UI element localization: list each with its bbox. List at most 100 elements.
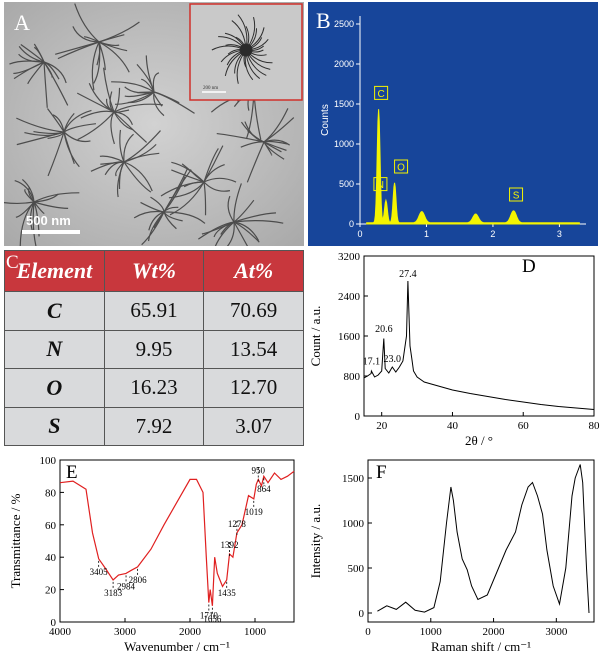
y-tick-label: 60 xyxy=(45,520,57,532)
peak-annotation: 2806 xyxy=(129,575,148,585)
peak-label: C xyxy=(377,89,384,100)
series-line xyxy=(377,465,589,614)
table-cell: 7.92 xyxy=(104,407,204,446)
x-tick-label: 2 xyxy=(490,229,495,239)
panel-label-e: E xyxy=(66,462,78,483)
table-cell: S xyxy=(5,407,105,446)
peak-annotation: 3405 xyxy=(90,567,109,577)
y-tick-label: 0 xyxy=(359,608,365,620)
peak-annotation: 1435 xyxy=(218,588,237,598)
y-axis-label: Counts xyxy=(320,104,331,136)
y-tick-label: 0 xyxy=(349,219,354,229)
y-tick-label: 1600 xyxy=(338,331,361,343)
table-row: N 9.95 13.54 xyxy=(5,330,304,369)
x-tick-label: 0 xyxy=(357,229,362,239)
table-cell: C xyxy=(5,292,105,331)
scale-bar xyxy=(22,230,80,234)
panel-label-b: B xyxy=(316,8,331,34)
y-tick-label: 40 xyxy=(45,552,57,564)
table-row: O 16.23 12.70 xyxy=(5,369,304,408)
table-cell: N xyxy=(5,330,105,369)
x-tick-label: 1000 xyxy=(420,626,443,638)
y-tick-label: 1000 xyxy=(342,518,365,530)
col-header-wt: Wt% xyxy=(104,251,204,292)
peak-label: O xyxy=(397,163,405,174)
series-line xyxy=(364,281,594,410)
eds-spectrum: 0 500 1000 1500 2000 2500 0 1 2 3 Counts C N O S xyxy=(308,2,598,246)
peak-annotation: 1656 xyxy=(203,614,222,624)
y-tick-label: 2000 xyxy=(334,59,354,69)
x-tick-label: 3000 xyxy=(114,626,137,638)
peak-label: S xyxy=(513,191,520,202)
y-tick-label: 800 xyxy=(344,371,361,383)
peak-annotation: 23.0 xyxy=(384,354,402,365)
x-tick-label: 60 xyxy=(518,420,530,432)
y-axis-label: Count / a.u. xyxy=(308,306,323,367)
x-tick-label: 1000 xyxy=(244,626,267,638)
y-tick-label: 3200 xyxy=(338,251,361,263)
x-tick-label: 0 xyxy=(365,626,371,638)
x-axis-label: Raman shift / cm⁻¹ xyxy=(431,639,531,654)
y-tick-label: 80 xyxy=(45,487,57,499)
panel-a-tem-image: 200 nm 500 nm A xyxy=(4,2,304,246)
raman-chart: 0 1000 2000 3000 0 500 1000 1500 Raman shift / c… xyxy=(306,452,600,658)
table-cell: O xyxy=(5,369,105,408)
scale-bar-label: 500 nm xyxy=(26,213,71,228)
y-tick-label: 0 xyxy=(355,411,361,423)
x-tick-label: 2000 xyxy=(179,626,202,638)
y-tick-label: 1500 xyxy=(334,99,354,109)
table-cell: 9.95 xyxy=(104,330,204,369)
panel-label-f: F xyxy=(376,462,387,483)
panel-label-d: D xyxy=(522,256,536,277)
tem-micrograph: 200 nm 500 nm xyxy=(4,2,304,246)
peak-annotation: 1278 xyxy=(228,519,247,529)
y-tick-label: 2400 xyxy=(338,291,361,303)
table-row: C 65.91 70.69 xyxy=(5,292,304,331)
x-tick-label: 20 xyxy=(376,420,388,432)
panel-label-c: C xyxy=(6,252,19,274)
y-axis-label: Intensity / a.u. xyxy=(308,504,323,578)
y-tick-label: 2500 xyxy=(334,19,354,29)
peak-label: N xyxy=(377,180,384,191)
panel-c-composition-table: Element Wt% At% C 65.91 70.69 N 9.95 13.… xyxy=(4,250,304,446)
x-axis-label: 2θ / ° xyxy=(465,433,493,448)
x-tick-label: 3 xyxy=(557,229,562,239)
panel-label-a: A xyxy=(14,10,30,36)
table-row: S 7.92 3.07 xyxy=(5,407,304,446)
peak-annotation: 864 xyxy=(257,484,271,494)
plot-frame xyxy=(364,256,594,416)
peak-annotation: 20.6 xyxy=(375,324,393,335)
y-axis-label: Transmittance / % xyxy=(8,493,23,588)
x-tick-label: 40 xyxy=(447,420,459,432)
y-tick-label: 100 xyxy=(40,455,57,467)
peak-annotation: 27.4 xyxy=(399,269,417,280)
col-header-at: At% xyxy=(204,251,304,292)
table-cell: 65.91 xyxy=(104,292,204,331)
y-tick-label: 1000 xyxy=(334,139,354,149)
peak-annotation: 17.1 xyxy=(363,357,381,368)
x-tick-label: 3000 xyxy=(545,626,568,638)
y-tick-label: 500 xyxy=(348,563,365,575)
peak-annotation: 950 xyxy=(252,465,266,475)
x-tick-label: 1 xyxy=(424,229,429,239)
table-cell: 12.70 xyxy=(204,369,304,408)
table-cell: 70.69 xyxy=(204,292,304,331)
y-tick-label: 1500 xyxy=(342,473,365,485)
col-header-element: Element xyxy=(5,251,105,292)
inset-scale-label: 200 nm xyxy=(203,86,218,91)
x-tick-label: 80 xyxy=(589,420,600,432)
x-tick-label: 2000 xyxy=(483,626,506,638)
panel-f-raman-chart: 0 1000 2000 3000 0 500 1000 1500 Raman shift / c… xyxy=(306,452,600,658)
y-tick-label: 500 xyxy=(339,179,354,189)
table-cell: 16.23 xyxy=(104,369,204,408)
peak-annotation: 1019 xyxy=(245,507,264,517)
panel-b-eds-chart: 0 500 1000 1500 2000 2500 0 1 2 3 Counts C N O S B xyxy=(308,2,598,246)
x-axis-label: Wavenumber / cm⁻¹ xyxy=(124,639,230,654)
y-tick-label: 0 xyxy=(51,617,57,629)
y-tick-label: 20 xyxy=(45,585,57,597)
peak-annotation: 1392 xyxy=(221,540,239,550)
